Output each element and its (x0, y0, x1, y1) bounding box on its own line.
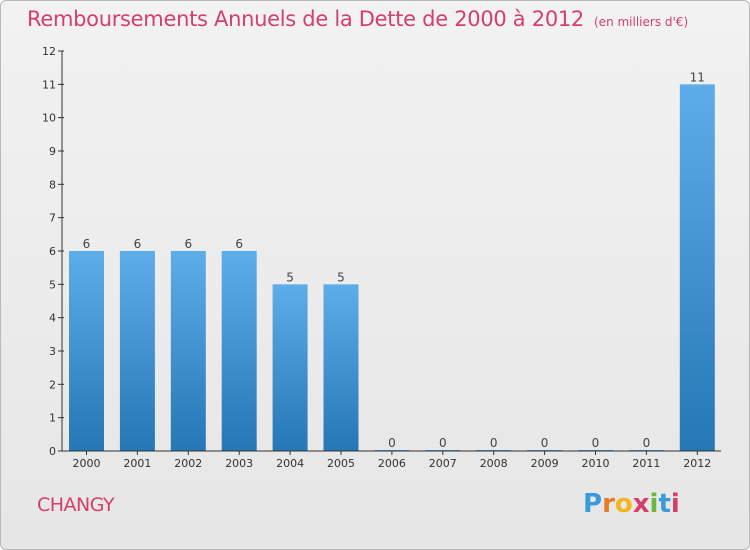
x-tick-label: 2008 (480, 457, 508, 470)
proxiti-logo: Proxiti (583, 489, 680, 519)
y-tick-label: 1 (49, 412, 56, 425)
y-tick-label: 10 (42, 112, 56, 125)
y-tick-label: 0 (49, 445, 56, 458)
bar-2005 (323, 284, 359, 451)
y-tick-label: 5 (49, 278, 56, 291)
bars: 6 6 6 6 5 5 0 0 0 0 0 0 11 (69, 70, 715, 451)
logo-letter: x (632, 489, 650, 519)
x-tick-label: 2012 (683, 457, 711, 470)
y-tick-label: 11 (42, 78, 56, 91)
bar-2012 (679, 84, 715, 451)
bar-value-label: 11 (690, 70, 705, 84)
chart-title: Remboursements Annuels de la Dette de 20… (27, 7, 584, 31)
chart-unit: (en milliers d'€) (594, 15, 689, 29)
bar-value-label: 6 (83, 237, 91, 251)
bar-value-label: 6 (134, 237, 142, 251)
x-tick-label: 2002 (174, 457, 202, 470)
y-tick-label: 9 (49, 145, 56, 158)
logo-letter: i (670, 489, 680, 519)
logo-letter: i (649, 489, 659, 519)
bar-value-label: 6 (235, 237, 243, 251)
y-tick-label: 8 (49, 178, 56, 191)
logo-letter: P (583, 489, 603, 519)
bar-2001 (119, 251, 155, 451)
x-tick-label: 2004 (276, 457, 304, 470)
x-tick-label: 2003 (225, 457, 253, 470)
x-axis: 2000 2001 2002 2003 2004 2005 2006 2007 2008 2009… (62, 450, 721, 470)
y-tick-label: 4 (49, 312, 56, 325)
x-tick-label: 2007 (429, 457, 457, 470)
bar-2000 (69, 251, 104, 451)
y-tick-label: 3 (49, 345, 56, 358)
bar-value-label: 5 (337, 270, 345, 284)
logo-letter: t (658, 489, 671, 519)
y-tick-label: 7 (49, 212, 56, 225)
bar-value-label: 0 (643, 436, 651, 450)
y-tick-label: 12 (42, 45, 56, 58)
logo-letter: r (602, 489, 615, 519)
x-tick-label: 2001 (123, 457, 151, 470)
y-tick-label: 2 (49, 378, 56, 391)
y-tick-label: 6 (49, 245, 56, 258)
x-tick-label: 2009 (531, 457, 559, 470)
x-tick-label: 2000 (73, 457, 101, 470)
bar-value-label: 0 (592, 436, 600, 450)
bar-value-label: 5 (286, 270, 294, 284)
bar-2004 (272, 284, 308, 451)
x-tick-label: 2005 (327, 457, 355, 470)
bar-value-label: 6 (184, 237, 192, 251)
chart-title-row: Remboursements Annuels de la Dette de 20… (27, 7, 688, 31)
bar-value-label: 0 (541, 436, 549, 450)
logo-letter: o (614, 489, 633, 519)
x-tick-label: 2006 (378, 457, 406, 470)
x-tick-label: 2011 (632, 457, 660, 470)
bar-value-label: 0 (439, 436, 447, 450)
x-tick-label: 2010 (582, 457, 610, 470)
commune-name: CHANGY (37, 494, 115, 516)
bar-value-label: 0 (388, 436, 396, 450)
bar-2002 (170, 251, 206, 451)
bar-value-label: 0 (490, 436, 498, 450)
bar-2003 (221, 251, 257, 451)
